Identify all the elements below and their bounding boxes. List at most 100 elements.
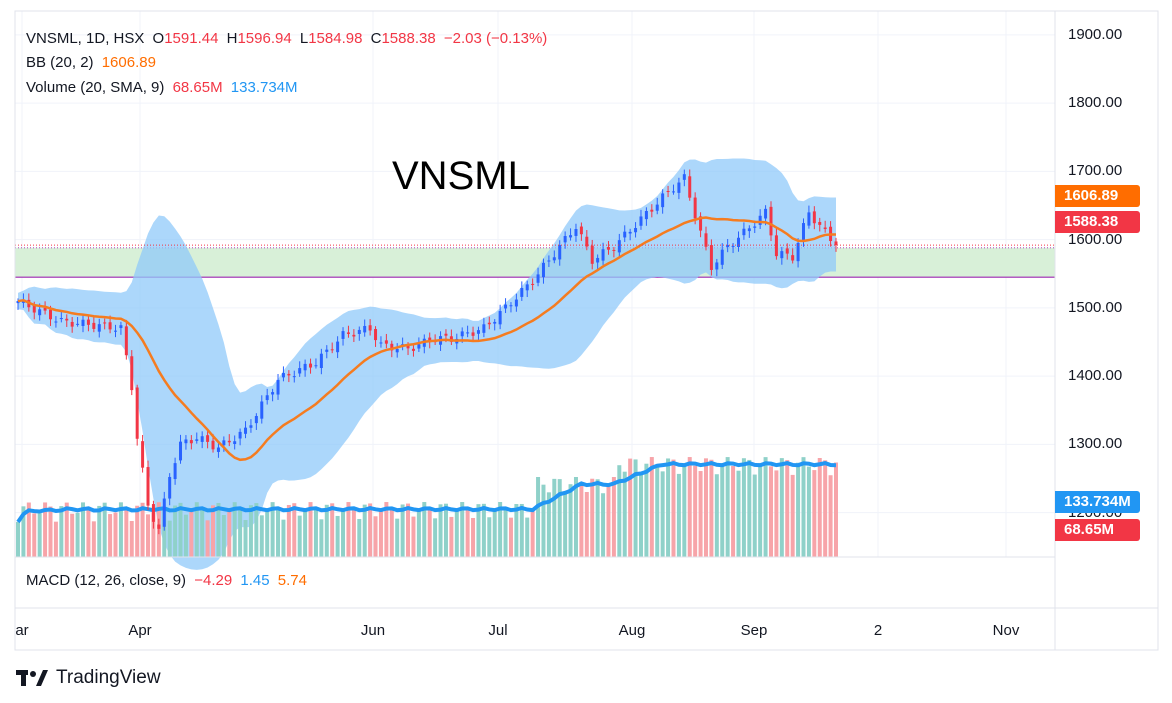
macd-legend[interactable]: MACD (12, 26, close, 9) −4.29 1.45 5.74 xyxy=(26,572,311,589)
macd-signal-value: 1.45 xyxy=(240,572,270,589)
candle-body xyxy=(406,345,410,349)
y-tick-label: 1300.00 xyxy=(1068,435,1123,453)
candle-body xyxy=(731,245,735,247)
change-value: −2.03 (−0.13%) xyxy=(443,30,548,47)
candle-body xyxy=(547,260,551,262)
candle-body xyxy=(179,441,183,461)
macd-value: −4.29 xyxy=(194,572,233,589)
candle-body xyxy=(444,333,448,336)
candle-body xyxy=(520,288,524,297)
volume-sma-value: 133.734M xyxy=(230,79,298,96)
volume-bar xyxy=(525,517,530,557)
volume-bar xyxy=(286,504,291,557)
volume-bar xyxy=(140,502,145,557)
volume-bar xyxy=(611,477,616,557)
volume-bar xyxy=(411,516,416,557)
volume-bar xyxy=(335,515,340,557)
volume-legend[interactable]: Volume (20, SMA, 9) 68.65M 133.734M xyxy=(26,79,302,96)
candle-body xyxy=(114,330,118,332)
candle-body xyxy=(552,257,556,261)
volume-bar xyxy=(481,503,486,557)
volume-bar xyxy=(303,511,308,557)
volume-bar xyxy=(319,519,324,557)
volume-bar xyxy=(205,520,210,557)
candle-body xyxy=(81,319,85,326)
candle-body xyxy=(379,342,383,344)
volume-bar xyxy=(812,470,817,557)
candle-body xyxy=(146,467,150,506)
volume-bar xyxy=(248,505,253,557)
volume-bar xyxy=(563,492,568,557)
tradingview-logo-icon xyxy=(16,670,48,686)
candle-body xyxy=(233,441,237,444)
candle-body xyxy=(634,228,638,233)
candle-body xyxy=(119,325,123,329)
volume-bar xyxy=(433,518,438,557)
volume-bar xyxy=(330,503,335,557)
volume-bar xyxy=(346,502,351,557)
candle-body xyxy=(395,348,399,353)
volume-bar xyxy=(644,463,649,557)
candle-body xyxy=(325,349,329,352)
candle-body xyxy=(97,324,101,332)
volume-bar xyxy=(660,471,665,557)
volume-bar xyxy=(633,459,638,557)
volume-bar xyxy=(200,507,205,557)
volume-bar xyxy=(341,510,346,557)
volume-bar xyxy=(102,502,107,557)
bb-legend[interactable]: BB (20, 2) 1606.89 xyxy=(26,54,160,71)
volume-bar xyxy=(183,514,188,557)
candle-body xyxy=(758,215,762,225)
volume-value: 68.65M xyxy=(172,79,223,96)
volume-bar xyxy=(389,508,394,557)
brand-label: TradingView xyxy=(56,667,161,688)
volume-bar xyxy=(265,511,270,557)
candle-body xyxy=(699,216,703,231)
volume-bar xyxy=(449,516,454,557)
candle-body xyxy=(671,191,675,193)
volume-bar xyxy=(758,462,763,557)
candle-body xyxy=(536,274,540,283)
bb-band-fill xyxy=(18,158,836,570)
candle-body xyxy=(254,415,258,424)
volume-bar xyxy=(297,515,302,557)
volume-bar xyxy=(151,512,156,557)
candle-body xyxy=(487,322,491,325)
candle-body xyxy=(769,206,773,236)
candle-body xyxy=(666,191,670,193)
volume-bar xyxy=(416,510,421,557)
volume-bar xyxy=(189,511,194,557)
volume-bar xyxy=(135,505,140,557)
volume-bar xyxy=(308,502,313,557)
volume-bar xyxy=(801,457,806,557)
x-tick-jun: Jun xyxy=(360,622,386,639)
volume-bar xyxy=(725,457,730,557)
low-value: L1584.98 xyxy=(299,30,363,47)
volume-bar xyxy=(508,517,513,557)
tradingview-brand[interactable]: TradingView xyxy=(16,667,161,689)
volume-bar xyxy=(828,475,833,557)
volume-bar xyxy=(557,479,562,557)
candle-body xyxy=(541,262,545,278)
volume-bar xyxy=(91,521,96,557)
volume-bar xyxy=(736,470,741,557)
volume-bars xyxy=(16,457,838,557)
volume-bar xyxy=(59,506,64,557)
symbol-watermark: VNSML xyxy=(392,154,530,198)
candle-body xyxy=(796,242,800,262)
candle-body xyxy=(292,376,296,378)
candle-body xyxy=(704,233,708,247)
volume-bar xyxy=(422,502,427,557)
volume-bar xyxy=(487,517,492,557)
candle-body xyxy=(682,174,686,180)
volume-bar xyxy=(276,507,281,557)
volume-bar xyxy=(32,513,37,557)
candle-body xyxy=(742,228,746,236)
volume-bar xyxy=(26,502,31,557)
candle-body xyxy=(309,363,313,368)
candle-body xyxy=(173,463,177,480)
candle-body xyxy=(617,240,621,253)
volume-bar xyxy=(124,506,129,557)
volume-bar xyxy=(216,502,221,557)
